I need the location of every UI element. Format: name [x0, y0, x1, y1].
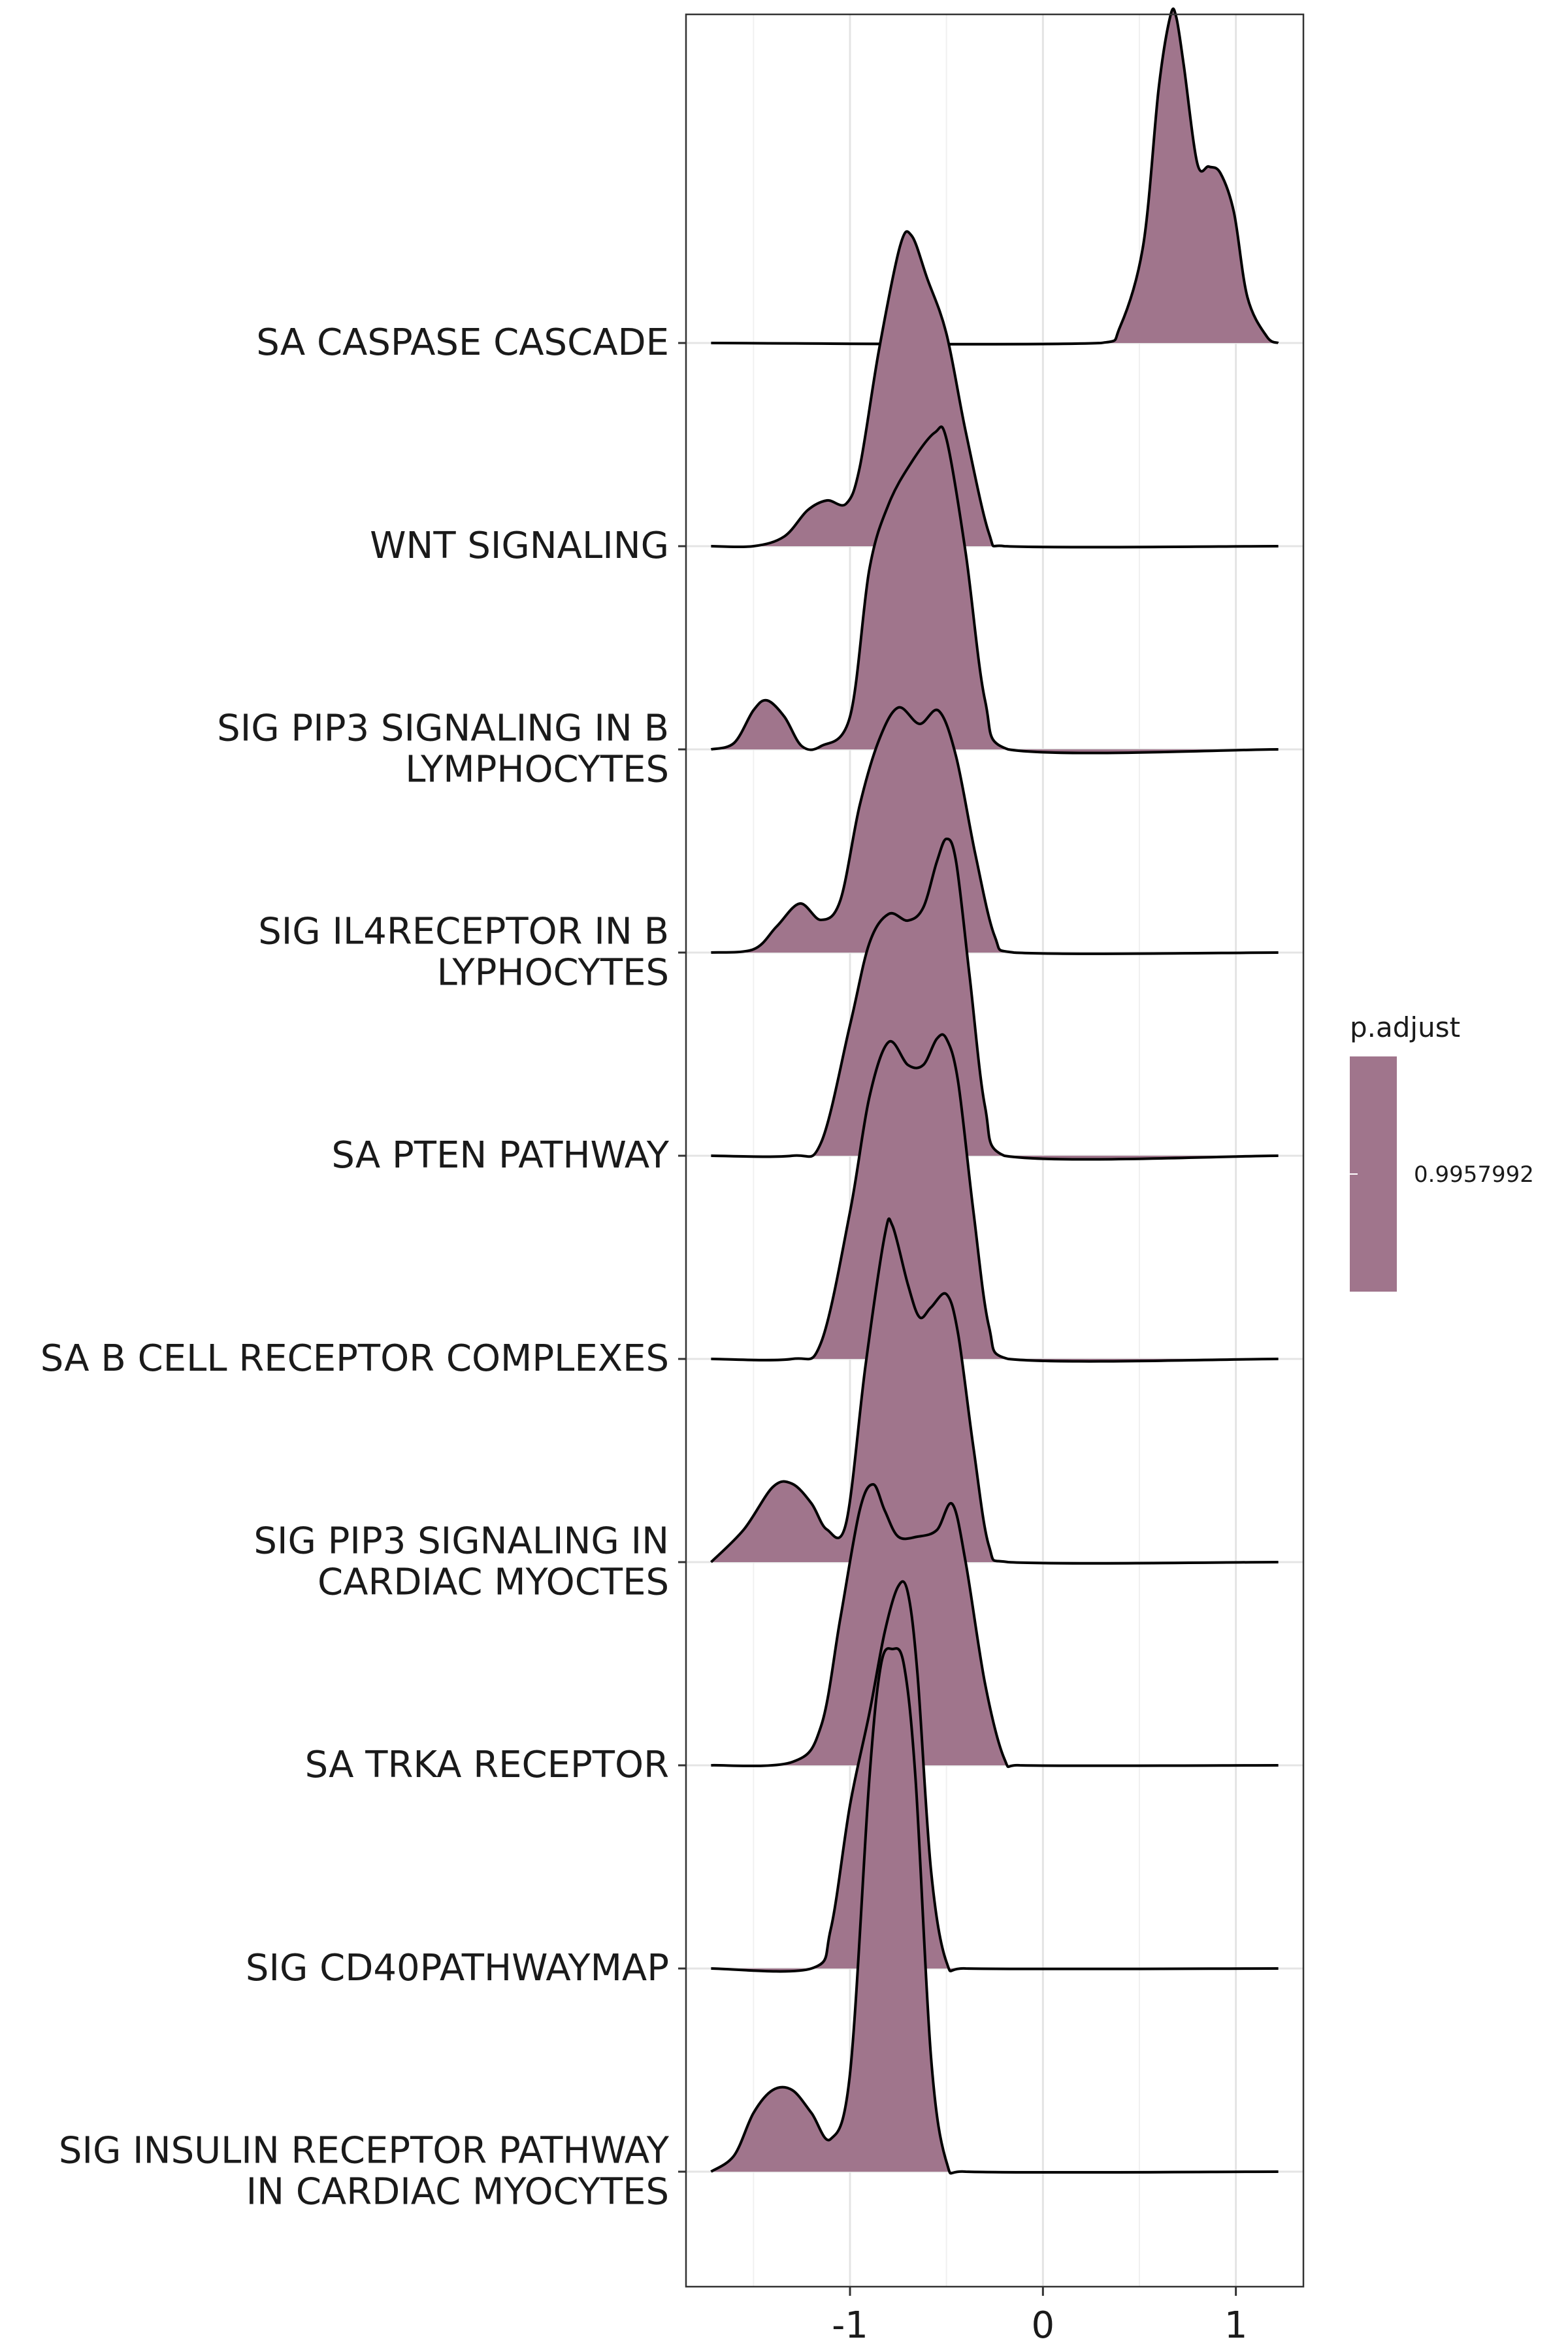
y-axis-ticks [678, 342, 686, 2173]
y-axis-label: SIG INSULIN RECEPTOR PATHWAY [59, 2130, 670, 2172]
ridge-fill [711, 1581, 1279, 1972]
ridge-fill [711, 1218, 1279, 1563]
legend-title: p.adjust [1350, 1011, 1460, 1043]
legend-value: 0.9957992 [1414, 1162, 1534, 1188]
ridge-outline [710, 1217, 1279, 1565]
ridge-fill [711, 1034, 1279, 1362]
legend: p.adjust 0.9957992 [1350, 1011, 1534, 1292]
y-axis-label: SA TRKA RECEPTOR [305, 1744, 669, 1786]
x-tick-label: 0 [1032, 2304, 1055, 2347]
ridge-outline [711, 1483, 1279, 1769]
y-axis-label: IN CARDIAC MYOCYTES [246, 2171, 669, 2213]
ridge-series [711, 1033, 1279, 1363]
y-axis-labels: SA CASPASE CASCADE WNT SIGNALING SIG PIP3 … [41, 321, 670, 2213]
ridge-outline [711, 1033, 1279, 1363]
ridge-series [711, 706, 1279, 955]
ridge-series [710, 1647, 1279, 2175]
ridge-fill [711, 8, 1279, 344]
y-axis-label: WNT SIGNALING [370, 525, 669, 567]
ridge-series [710, 425, 1279, 755]
y-axis-label: SIG PIP3 SIGNALING IN B [217, 708, 669, 750]
y-axis-label: SIG PIP3 SIGNALING IN [253, 1520, 669, 1563]
ridge-outline [711, 7, 1279, 346]
ridge-series [711, 230, 1279, 549]
x-tick-label: 1 [1224, 2304, 1248, 2347]
y-axis-label: SIG CD40PATHWAYMAP [246, 1947, 669, 1989]
x-axis-ticks: -1 0 1 [832, 2287, 1247, 2347]
ridge-series [711, 1580, 1279, 1973]
ridge-series [711, 838, 1279, 1161]
y-axis-label: SA CASPASE CASCADE [256, 321, 669, 364]
row-baselines [686, 342, 1303, 2173]
y-axis-label: CARDIAC MYOCTES [318, 1561, 669, 1604]
y-axis-label: SA PTEN PATHWAY [331, 1134, 669, 1177]
ridge-outline [710, 1647, 1279, 2175]
density-ridges [710, 7, 1279, 2175]
ridge-outline [711, 1580, 1279, 1973]
ridge-series [710, 1217, 1279, 1565]
ridge-series [711, 1483, 1279, 1769]
y-axis-label: SA B CELL RECEPTOR COMPLEXES [41, 1337, 669, 1380]
x-tick-label: -1 [832, 2304, 868, 2347]
y-axis-label: SIG IL4RECEPTOR IN B [258, 911, 669, 953]
ridge-series [711, 7, 1279, 346]
panel-border [685, 13, 1305, 2288]
ridge-fill [711, 839, 1279, 1160]
ridge-fill [711, 1484, 1279, 1767]
ridge-outline [711, 838, 1279, 1161]
y-axis-label: LYPHOCYTES [437, 952, 669, 994]
ridge-outline [711, 706, 1279, 955]
ridge-outline [711, 230, 1279, 549]
ridge-fill [711, 427, 1279, 753]
y-axis-label: LYMPHOCYTES [405, 749, 669, 791]
ridge-fill [711, 707, 1279, 954]
ridge-outline [710, 425, 1279, 755]
